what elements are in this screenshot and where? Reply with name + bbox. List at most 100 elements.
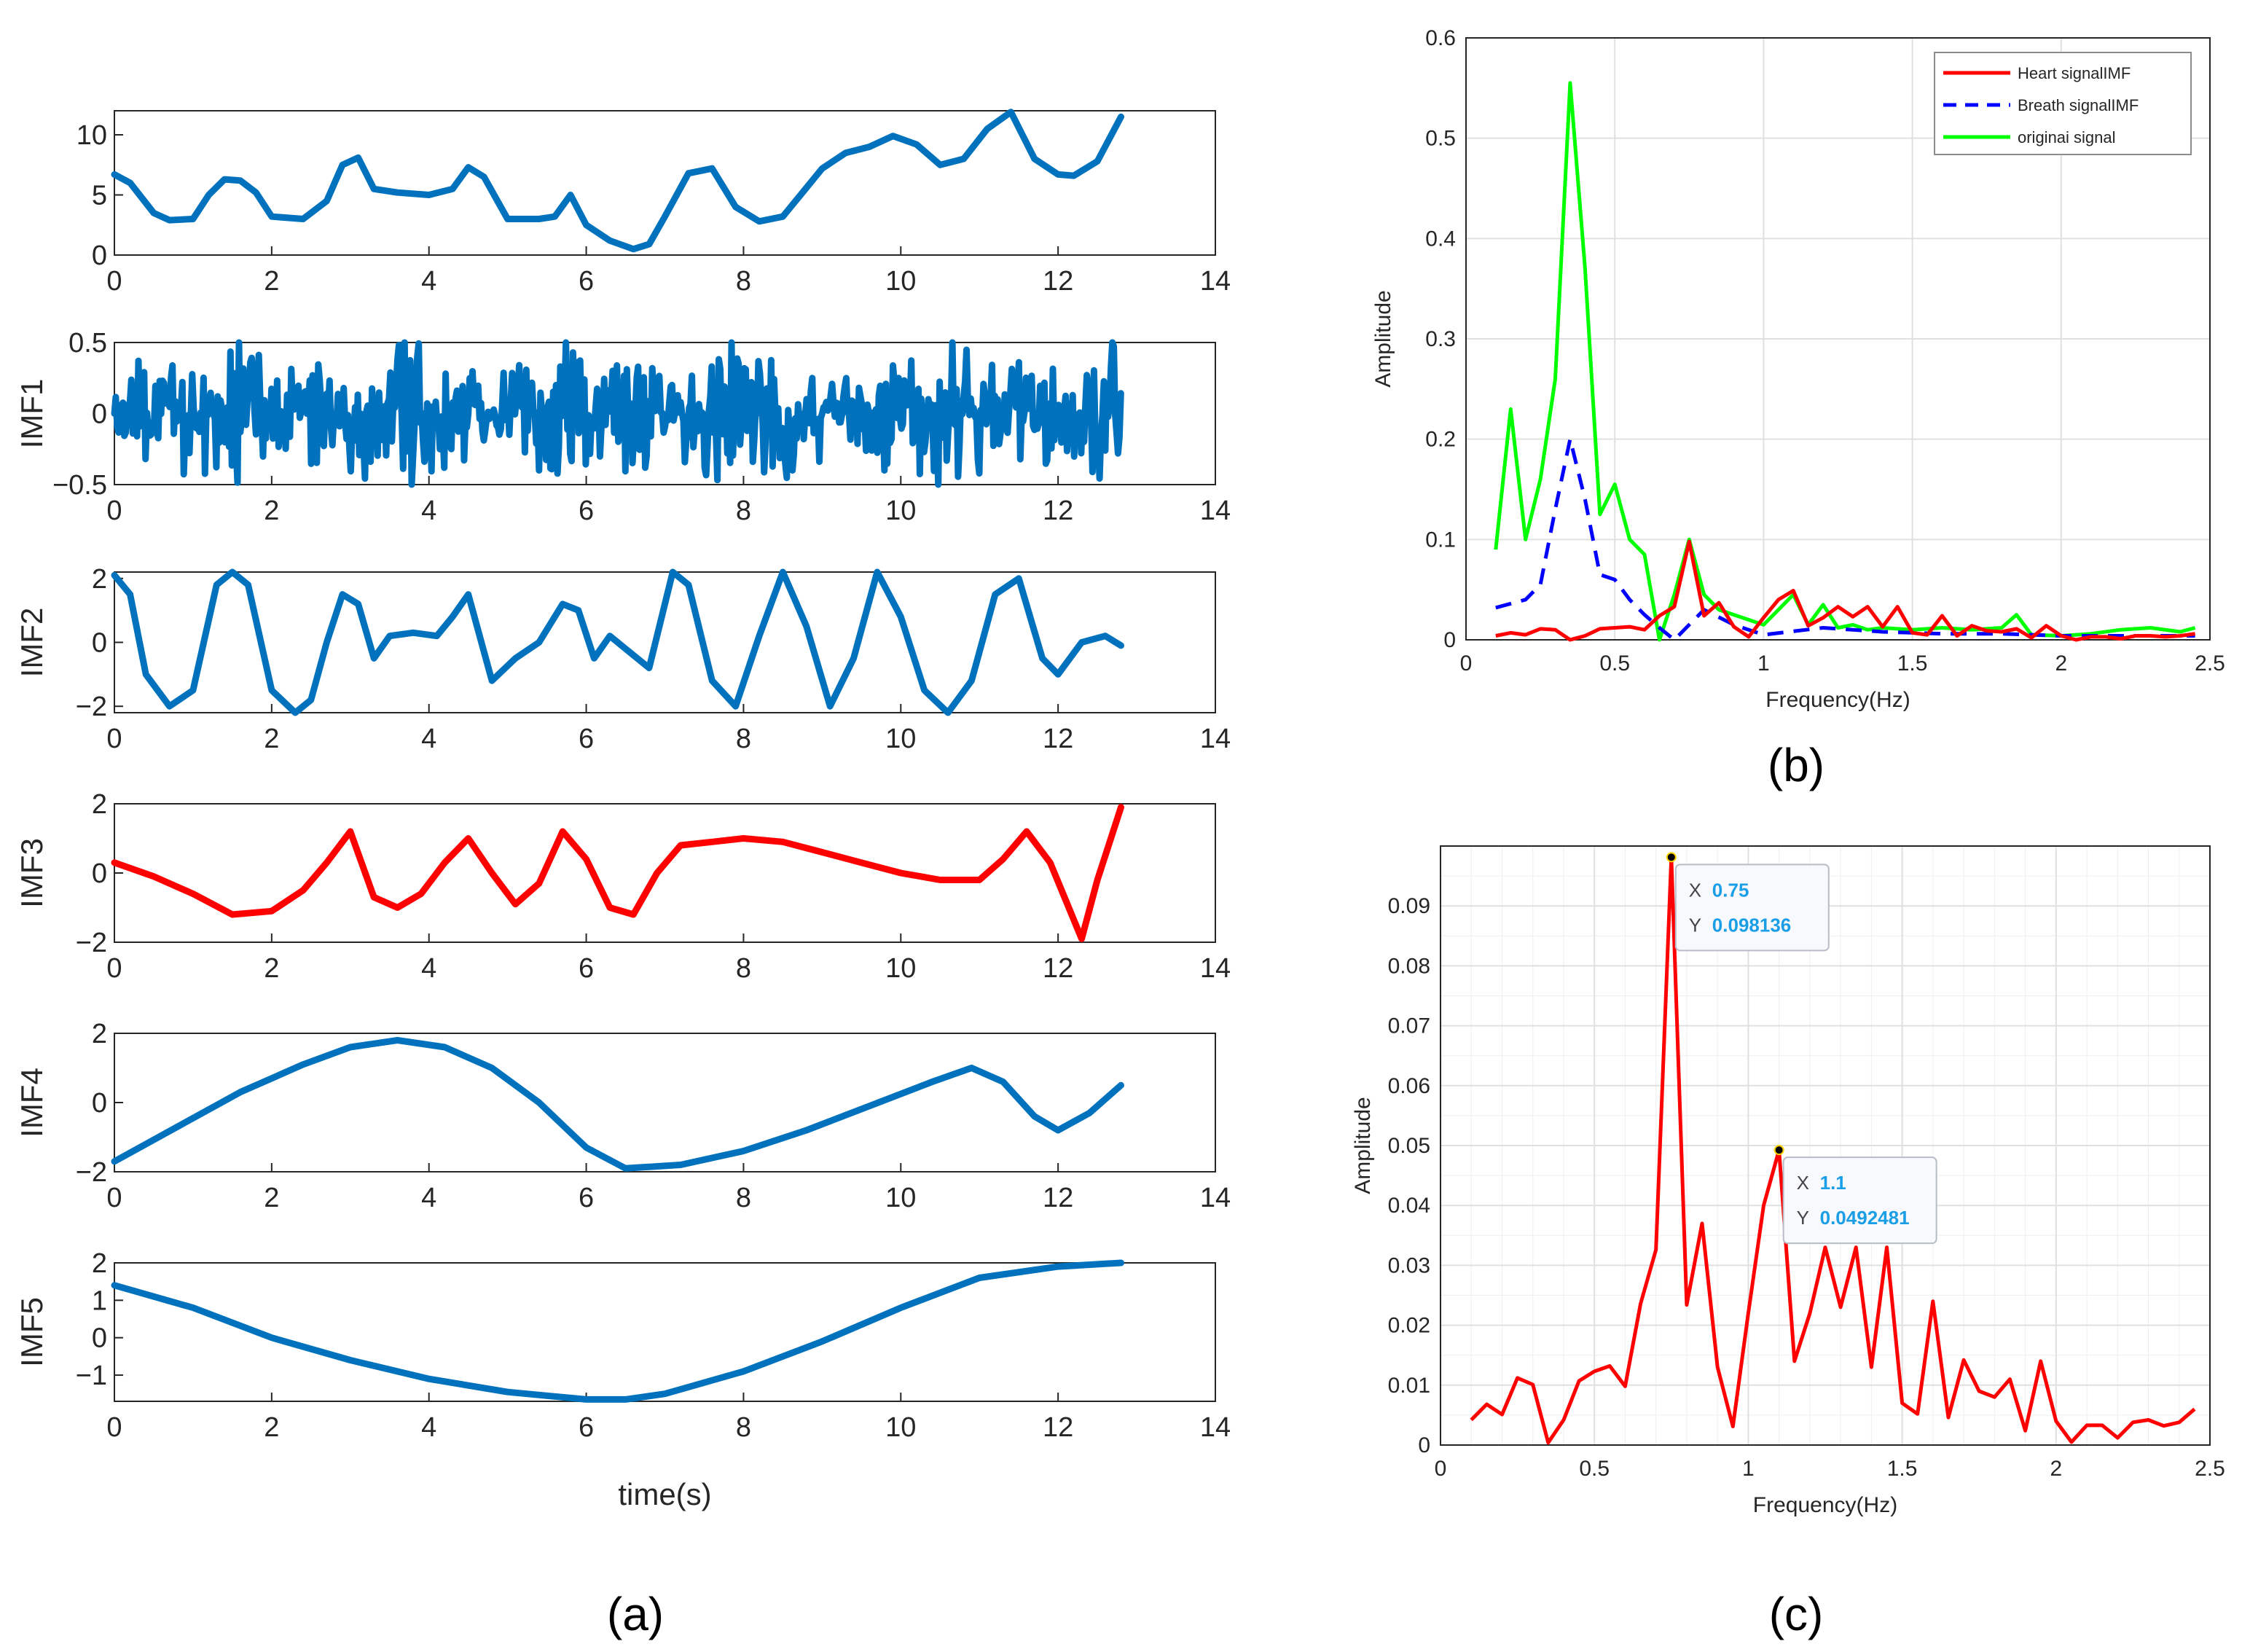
x-tick-label-IMF4-14: 14 — [1200, 1183, 1231, 1213]
x-tick-label-c-3: 1.5 — [1887, 1457, 1918, 1481]
y-axis-label-IMF2: IMF2 — [15, 608, 49, 678]
y-tick-label-c-4: 0.04 — [1388, 1194, 1430, 1218]
panel-label-b: (b) — [1768, 739, 1824, 791]
y-tick-label-signal-1: 5 — [92, 181, 107, 211]
y-tick-label-signal-0: 0 — [92, 240, 107, 271]
x-tick-label-IMF4-12: 12 — [1043, 1183, 1073, 1213]
x-tick-label-IMF1-12: 12 — [1043, 496, 1073, 526]
series-line-IMF1 — [111, 339, 1124, 488]
datatip-y-key-1: Y — [1797, 1207, 1809, 1229]
series-line-b-1 — [1495, 437, 2195, 642]
panel-label-a: (a) — [607, 1588, 664, 1640]
x-tick-label-c-5: 2.5 — [2195, 1457, 2225, 1481]
x-tick-label-IMF5-0: 0 — [106, 1412, 122, 1443]
y-tick-label-b-0: 0 — [1443, 628, 1456, 652]
x-tick-label-IMF2-4: 4 — [421, 724, 436, 754]
y-tick-label-IMF3-2: 2 — [92, 789, 107, 820]
x-tick-label-IMF3-4: 4 — [421, 953, 436, 984]
y-axis-label-c: Amplitude — [1351, 1097, 1375, 1194]
datatip-box-1 — [1782, 1156, 1937, 1245]
x-tick-label-IMF5-8: 8 — [736, 1412, 751, 1443]
x-tick-label-IMF1-14: 14 — [1200, 496, 1231, 526]
x-tick-label-signal-0: 0 — [106, 266, 122, 297]
series-line-b-2 — [1494, 81, 2196, 642]
y-tick-label-b-1: 0.1 — [1425, 528, 1456, 552]
y-tick-label-IMF1-2: 0.5 — [68, 328, 107, 359]
x-tick-label-IMF4-0: 0 — [106, 1183, 122, 1213]
datatip-x-key-0: X — [1689, 879, 1701, 901]
y-tick-label-IMF2-1: 0 — [92, 628, 107, 659]
subplot-frame-IMF4 — [114, 1033, 1216, 1173]
subplot-frame-signal — [114, 110, 1216, 256]
series-line-c-0 — [1470, 855, 2196, 1445]
x-axis-label-a: time(s) — [618, 1477, 711, 1511]
x-tick-label-IMF1-0: 0 — [106, 496, 122, 526]
x-tick-label-IMF5-14: 14 — [1200, 1412, 1231, 1443]
subplot-frame-IMF3 — [114, 803, 1216, 943]
subplot-frame-IMF5 — [114, 1262, 1216, 1402]
x-tick-label-IMF5-6: 6 — [579, 1412, 594, 1443]
x-tick-label-IMF1-2: 2 — [264, 496, 279, 526]
series-line-IMF2 — [111, 568, 1124, 716]
x-tick-label-IMF4-2: 2 — [264, 1183, 279, 1213]
x-tick-label-IMF4-4: 4 — [421, 1183, 436, 1213]
x-tick-label-IMF3-6: 6 — [579, 953, 594, 984]
chart-c: 0 0.5 1 1.5 2 2.5 0 0.01 0.02 0.03 0.04 0.05 0.06 0.0… — [1351, 845, 2225, 1517]
x-tick-label-IMF3-2: 2 — [264, 953, 279, 984]
x-tick-label-b-5: 2.5 — [2195, 651, 2225, 676]
x-tick-label-IMF2-2: 2 — [264, 724, 279, 754]
y-axis-label-IMF1: IMF1 — [15, 379, 49, 449]
y-axis-label-IMF3: IMF3 — [15, 838, 49, 908]
y-tick-label-IMF5-0: −1 — [76, 1361, 107, 1391]
chart-b: 0 0.5 1 1.5 2 2.5 0 0.1 0.2 0.3 0.4 0.5 0.6 Heart sig… — [1371, 26, 2225, 712]
x-tick-label-IMF5-2: 2 — [264, 1412, 279, 1443]
series-line-IMF3 — [111, 804, 1124, 942]
x-tick-label-IMF3-0: 0 — [106, 953, 122, 984]
x-tick-label-b-3: 1.5 — [1897, 651, 1928, 676]
y-tick-label-IMF2-0: −2 — [76, 692, 107, 722]
x-tick-label-c-2: 1 — [1742, 1457, 1755, 1481]
y-axis-label-IMF4: IMF4 — [15, 1068, 49, 1138]
plot-frame-c — [1440, 845, 2211, 1446]
y-tick-label-IMF1-0: −0.5 — [52, 470, 107, 501]
series-line-b-0 — [1495, 539, 2195, 642]
y-tick-label-c-7: 0.07 — [1388, 1014, 1430, 1038]
y-axis-label-IMF5: IMF5 — [15, 1297, 49, 1367]
y-axis-label-b: Amplitude — [1371, 290, 1395, 387]
x-tick-label-signal-2: 2 — [264, 266, 279, 297]
datatip-marker-0 — [1666, 852, 1677, 863]
x-tick-label-IMF3-8: 8 — [736, 953, 751, 984]
x-tick-label-IMF4-8: 8 — [736, 1183, 751, 1213]
x-tick-label-IMF4-10: 10 — [885, 1183, 916, 1213]
y-tick-label-c-1: 0.01 — [1388, 1374, 1430, 1398]
x-tick-label-signal-4: 4 — [421, 266, 436, 297]
series-line-IMF4 — [111, 1037, 1124, 1172]
x-tick-label-IMF2-10: 10 — [885, 724, 916, 754]
x-tick-label-b-0: 0 — [1460, 651, 1473, 676]
datatip-y-value-1: 0.0492481 — [1820, 1207, 1910, 1229]
x-axis-label-c: Frequency(Hz) — [1753, 1493, 1897, 1517]
x-tick-label-IMF2-12: 12 — [1043, 724, 1073, 754]
y-tick-label-IMF1-1: 0 — [92, 399, 107, 430]
x-tick-label-IMF3-10: 10 — [885, 953, 916, 984]
datatip-x-value-1: 1.1 — [1820, 1172, 1846, 1194]
datatip-marker-1 — [1773, 1145, 1784, 1156]
x-tick-label-signal-8: 8 — [736, 266, 751, 297]
datatip-y-value-0: 0.098136 — [1712, 914, 1791, 936]
y-tick-label-IMF5-1: 0 — [92, 1323, 107, 1354]
x-tick-label-IMF5-12: 12 — [1043, 1412, 1073, 1443]
plot-frame-b — [1465, 37, 2211, 641]
legend-label-b-0: Heart signalIMF — [2018, 64, 2131, 82]
x-tick-label-IMF5-4: 4 — [421, 1412, 436, 1443]
y-tick-label-IMF4-2: 2 — [92, 1019, 107, 1049]
x-axis-label-b: Frequency(Hz) — [1765, 688, 1910, 712]
y-tick-label-c-5: 0.05 — [1388, 1134, 1430, 1158]
x-tick-label-IMF5-10: 10 — [885, 1412, 916, 1443]
legend-label-b-1: Breath signalIMF — [2018, 96, 2139, 114]
x-tick-label-b-4: 2 — [2055, 651, 2067, 676]
y-tick-label-IMF3-1: 0 — [92, 858, 107, 889]
y-tick-label-IMF4-1: 0 — [92, 1088, 107, 1119]
y-tick-label-c-2: 0.02 — [1388, 1314, 1430, 1338]
y-tick-label-c-3: 0.03 — [1388, 1253, 1430, 1277]
